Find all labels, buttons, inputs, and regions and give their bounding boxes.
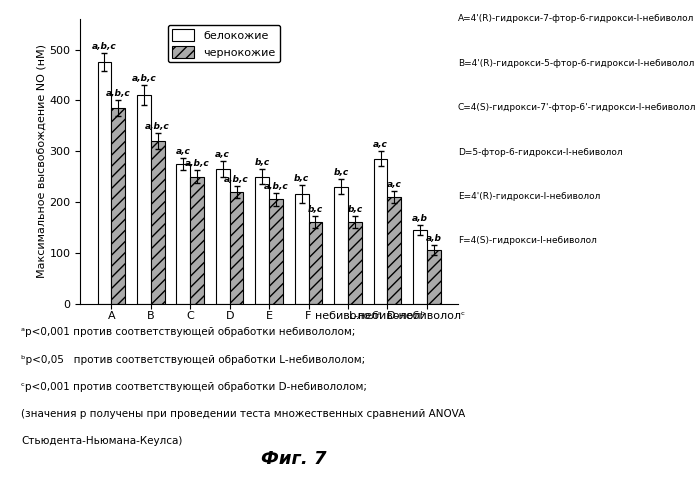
Legend: белокожие, чернокожие: белокожие, чернокожие [168, 25, 280, 62]
Text: Фиг. 7: Фиг. 7 [261, 450, 326, 468]
Text: a,b: a,b [426, 234, 442, 243]
Text: B=4'(R)-гидрокси-5-фтор-6-гидрокси-l-небиволол: B=4'(R)-гидрокси-5-фтор-6-гидрокси-l-неб… [458, 59, 694, 68]
Bar [308, 222, 322, 304]
Bar [230, 192, 243, 304]
Bar [151, 141, 164, 304]
Text: a,b,c: a,b,c [185, 160, 210, 168]
Text: b,c: b,c [333, 168, 349, 177]
Text: a,b,c: a,b,c [92, 42, 117, 51]
Bar [295, 195, 308, 304]
Bar [334, 187, 348, 304]
Text: ᵃp<0,001 против соответствующей обработки небивололом;: ᵃp<0,001 против соответствующей обработк… [21, 327, 355, 337]
Text: E=4'(R)-гидрокси-l-небиволол: E=4'(R)-гидрокси-l-небиволол [458, 192, 600, 201]
Text: A=4'(R)-гидрокси-7-фтор-6-гидрокси-l-небиволол: A=4'(R)-гидрокси-7-фтор-6-гидрокси-l-неб… [458, 14, 694, 23]
Text: a,c: a,c [215, 150, 230, 159]
Bar [137, 95, 151, 304]
Text: C=4(S)-гидрокси-7'-фтор-6'-гидрокси-l-небиволол: C=4(S)-гидрокси-7'-фтор-6'-гидрокси-l-не… [458, 103, 696, 112]
Text: F=4(S)-гидрокси-l-небиволол: F=4(S)-гидрокси-l-небиволол [458, 237, 597, 245]
Y-axis label: Максимальное высвобождение NO (нМ): Максимальное высвобождение NO (нМ) [37, 44, 47, 278]
Text: a,b,c: a,b,c [145, 122, 170, 131]
Bar [216, 169, 230, 304]
Text: D=5-фтор-6-гидрокси-l-небиволол: D=5-фтор-6-гидрокси-l-небиволол [458, 148, 623, 157]
Bar [190, 176, 204, 304]
Text: a,b,c: a,b,c [106, 89, 131, 98]
Text: b,c: b,c [347, 205, 363, 214]
Bar [269, 199, 283, 304]
Text: a,c: a,c [373, 140, 388, 149]
Text: a,b: a,b [412, 214, 428, 223]
Text: b,c: b,c [308, 205, 323, 214]
Bar [374, 159, 387, 304]
Text: ᵇp<0,05   против соответствующей обработки L-небивололом;: ᵇp<0,05 против соответствующей обработки… [21, 355, 365, 365]
Bar [111, 108, 125, 304]
Text: (значения p получены при проведении теста множественных сравнений ANOVA: (значения p получены при проведении тест… [21, 409, 466, 419]
Bar [427, 250, 440, 304]
Text: a,c: a,c [387, 180, 402, 189]
Bar [255, 176, 269, 304]
Text: a,b,c: a,b,c [131, 74, 157, 83]
Text: Стьюдента-Ньюмана-Кеулса): Стьюдента-Ньюмана-Кеулса) [21, 436, 182, 446]
Text: a,b,c: a,b,c [264, 182, 289, 191]
Text: b,c: b,c [294, 174, 309, 183]
Text: ᶜp<0,001 против соответствующей обработки D-небивололом;: ᶜp<0,001 против соответствующей обработк… [21, 382, 367, 392]
Bar [413, 230, 427, 304]
Bar [348, 222, 362, 304]
Bar [98, 62, 111, 304]
Bar [387, 197, 401, 304]
Text: b,c: b,c [254, 158, 270, 167]
Bar [176, 164, 190, 304]
Text: a,c: a,c [176, 147, 191, 156]
Text: a,b,c: a,b,c [224, 174, 249, 184]
